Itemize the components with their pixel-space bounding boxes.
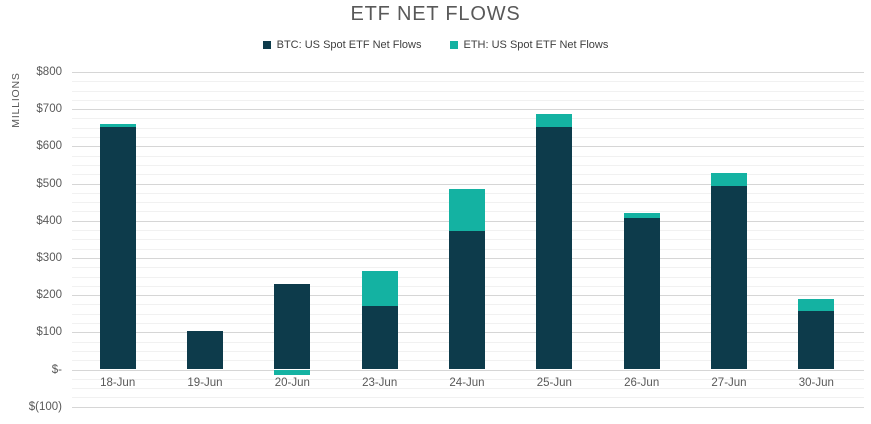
- x-tick-label: 25-Jun: [536, 377, 572, 389]
- legend: BTC: US Spot ETF Net Flows ETH: US Spot E…: [0, 39, 871, 51]
- legend-label: BTC: US Spot ETF Net Flows: [276, 39, 422, 51]
- bar-btc-segment: [536, 126, 573, 370]
- legend-item-btc: BTC: US Spot ETF Net Flows: [262, 39, 422, 51]
- grid-line-minor: [72, 155, 864, 157]
- bar-eth-segment: [449, 188, 485, 231]
- x-tick-label: 26-Jun: [624, 377, 660, 389]
- grid-line-minor: [72, 99, 864, 101]
- grid-line-minor: [72, 90, 864, 92]
- grid-line-minor: [72, 388, 864, 390]
- grid-line-major: [72, 183, 864, 185]
- grid-line-major: [72, 146, 864, 148]
- y-tick-label: $400: [36, 214, 62, 227]
- bar-btc-segment: [361, 306, 398, 370]
- bar-eth-segment: [361, 270, 398, 307]
- bar-btc-segment: [711, 186, 747, 370]
- bar-eth-segment: [798, 298, 835, 312]
- legend-swatch-icon: [262, 41, 271, 49]
- y-tick-label: $200: [36, 289, 62, 302]
- grid-line-minor: [72, 174, 864, 176]
- bar-eth-segment: [623, 212, 660, 219]
- y-tick-label: $700: [36, 103, 62, 116]
- legend-swatch-icon: [449, 41, 458, 49]
- x-tick-label: 23-Jun: [362, 377, 398, 389]
- grid-line-minor: [72, 81, 864, 83]
- legend-item-eth: ETH: US Spot ETF Net Flows: [449, 39, 609, 51]
- grid-line-minor: [72, 378, 864, 380]
- y-axis-title: MILLIONS: [10, 72, 22, 128]
- x-tick-label: 19-Jun: [187, 377, 223, 389]
- y-tick-label: $-: [51, 363, 62, 376]
- bar-eth-segment: [274, 369, 311, 376]
- grid-line-minor: [72, 127, 864, 129]
- grid-line-minor: [72, 397, 864, 399]
- x-tick-label: 27-Jun: [711, 377, 747, 389]
- grid-line-minor: [72, 164, 864, 166]
- bar-btc-segment: [187, 331, 223, 370]
- legend-label: ETH: US Spot ETF Net Flows: [463, 39, 609, 51]
- bar-eth-segment: [711, 173, 747, 187]
- bar-btc-segment: [274, 283, 311, 370]
- bar-btc-segment: [623, 218, 660, 370]
- x-tick-label: 18-Jun: [100, 377, 136, 389]
- grid-line-major: [72, 71, 864, 73]
- y-tick-label: $800: [36, 65, 62, 78]
- x-tick-label: 20-Jun: [274, 377, 310, 389]
- x-tick-label: 30-Jun: [798, 377, 834, 389]
- bar-eth-segment: [99, 124, 136, 128]
- bar-eth-segment: [536, 113, 573, 127]
- bar-btc-segment: [798, 311, 835, 370]
- y-tick-label: $300: [36, 251, 62, 264]
- grid-line-minor: [72, 118, 864, 120]
- grid-line-major: [72, 406, 864, 408]
- bar-btc-segment: [449, 230, 485, 370]
- bar-btc-segment: [99, 127, 136, 370]
- grid-line-major: [72, 109, 864, 111]
- y-tick-label: $100: [36, 326, 62, 339]
- y-tick-label: $(100): [28, 400, 62, 413]
- chart-title: ETF NET FLOWS: [350, 3, 521, 25]
- x-tick-label: 24-Jun: [449, 377, 485, 389]
- grid-line-major: [72, 369, 864, 371]
- y-tick-label: $500: [36, 177, 62, 190]
- y-tick-label: $600: [36, 140, 62, 153]
- grid-line-minor: [72, 137, 864, 138]
